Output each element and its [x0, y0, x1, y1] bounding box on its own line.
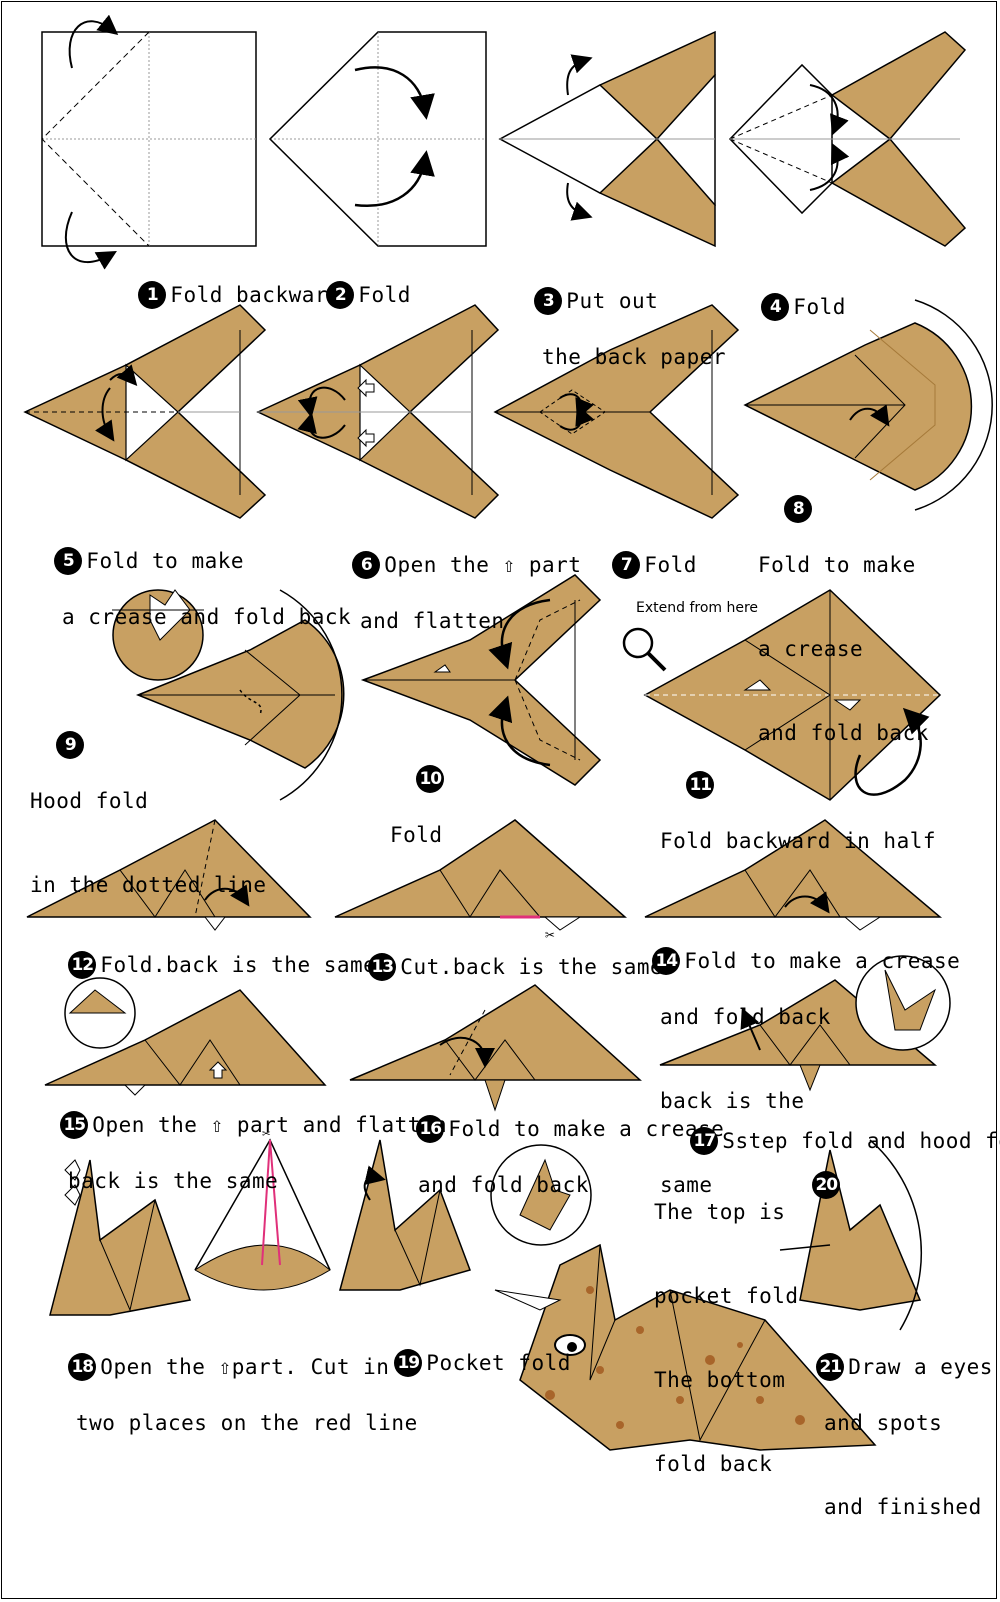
step-number: 17 — [690, 1127, 719, 1155]
hollow-up-arrow-icon — [64, 1159, 81, 1181]
hollow-up-arrow-icon — [357, 378, 375, 398]
step-number: 19 — [394, 1349, 423, 1377]
step-20-caption: The top is pocket fold The bottom fold b… — [654, 1200, 799, 1476]
step-number: 7 — [612, 551, 641, 579]
step-14-caption: 14 Fold to make a crease and fold back ba… — [626, 918, 960, 1227]
step-6-caption: 6 Open the ⇧ part and flatten — [326, 522, 581, 663]
step-number: 10 — [416, 765, 445, 793]
step-number: 20 — [812, 1171, 841, 1199]
hollow-up-arrow-icon — [357, 428, 375, 448]
step2-diagram — [268, 31, 487, 247]
step10-diagram — [360, 574, 602, 786]
step-number: 4 — [761, 293, 790, 321]
step-13-caption: 13 Cut.back is the same — [342, 924, 663, 981]
step7-diagram — [493, 304, 740, 519]
step-4-caption: 4 Fold — [735, 264, 846, 321]
hollow-up-arrow-icon — [208, 1061, 228, 1079]
curved-arrow-icon — [297, 412, 346, 439]
finished-model — [494, 1243, 877, 1451]
step17-diagram — [659, 955, 951, 1092]
curved-arrow-icon — [566, 182, 593, 221]
curved-arrow-icon — [488, 695, 551, 767]
curved-arrow-icon — [297, 386, 346, 418]
curved-arrow-icon — [854, 707, 930, 796]
step11-diagram — [622, 589, 942, 801]
scissors-icon: ✂ — [262, 1126, 271, 1142]
curved-arrow-icon — [809, 84, 849, 136]
step-2-caption: 2 Fold — [300, 252, 411, 309]
step-number: 18 — [68, 1353, 97, 1381]
step4-diagram — [728, 31, 967, 247]
step1-diagram — [41, 14, 257, 270]
curved-arrow-icon — [354, 150, 435, 208]
step9-diagram — [112, 589, 345, 801]
step-number: 12 — [68, 951, 97, 979]
step-number: 11 — [686, 771, 715, 799]
step-11-caption: 11 Fold backward in half — [660, 742, 936, 883]
scissors-icon: ✂ — [545, 925, 555, 944]
curved-arrow-icon — [68, 14, 119, 69]
magnifier-icon — [622, 627, 654, 659]
curved-arrow-icon — [566, 54, 593, 96]
extend-note: Extend from here — [636, 600, 759, 616]
step6-diagram — [256, 304, 500, 519]
step-number: 13 — [368, 953, 397, 981]
step16-diagram — [349, 984, 642, 1112]
step-20-number: 20 — [786, 1142, 844, 1199]
step14-diagram — [644, 819, 943, 931]
step-12-caption: 12 Fold.back is the same — [42, 922, 376, 979]
step-number: 5 — [54, 547, 83, 575]
step-number: 14 — [652, 947, 681, 975]
curved-arrow-icon — [64, 211, 117, 270]
curved-arrow-icon — [488, 598, 551, 670]
step-10-caption: 10 Fold — [390, 736, 448, 877]
step5-diagram — [23, 304, 267, 519]
step-19-caption: 19 Pocket fold — [368, 1320, 571, 1377]
step-number: 21 — [816, 1353, 845, 1381]
step13-diagram: ✂ — [334, 819, 627, 944]
step3-diagram — [498, 30, 716, 248]
curved-arrow-icon — [809, 142, 850, 191]
hollow-up-arrow-icon — [64, 1184, 81, 1206]
step-7-caption: 7 Fold — [586, 522, 697, 579]
step-number: 15 — [60, 1111, 89, 1139]
step-number: 8 — [784, 495, 813, 523]
step-1-caption: 1 Fold backward — [112, 252, 341, 309]
curved-arrow-icon — [95, 387, 115, 442]
step-21-caption: 21 Draw a eyes and spots and finished — [790, 1324, 993, 1549]
step-number: 6 — [352, 551, 381, 579]
step18-diagram: ✂ — [49, 1126, 331, 1316]
step12-diagram — [26, 819, 312, 931]
step-number: 16 — [416, 1115, 445, 1143]
step-number: 2 — [326, 281, 355, 309]
step-9-caption: 9 Hood fold in the dotted line — [30, 702, 267, 927]
step-number: 9 — [56, 731, 85, 759]
step-number: 3 — [534, 287, 563, 315]
step-15-caption: 15 Open the ⇧ part and flatten back is th… — [34, 1082, 447, 1223]
curved-arrow-icon — [109, 364, 138, 387]
step19-diagram — [339, 1139, 592, 1291]
step8-diagram — [743, 299, 993, 511]
step-18-caption: 18 Open the ⇧part. Cut in two places on t… — [42, 1324, 418, 1465]
step-number: 1 — [138, 281, 167, 309]
step-8-caption: 8 Fold to make a crease and fold back — [758, 466, 929, 775]
curved-arrow-icon — [354, 66, 435, 120]
step-3-caption: 3 Put out the back paper — [508, 258, 726, 399]
step15-diagram — [44, 977, 327, 1096]
step-5-caption: 5 Fold to make a crease and fold back — [28, 518, 351, 659]
